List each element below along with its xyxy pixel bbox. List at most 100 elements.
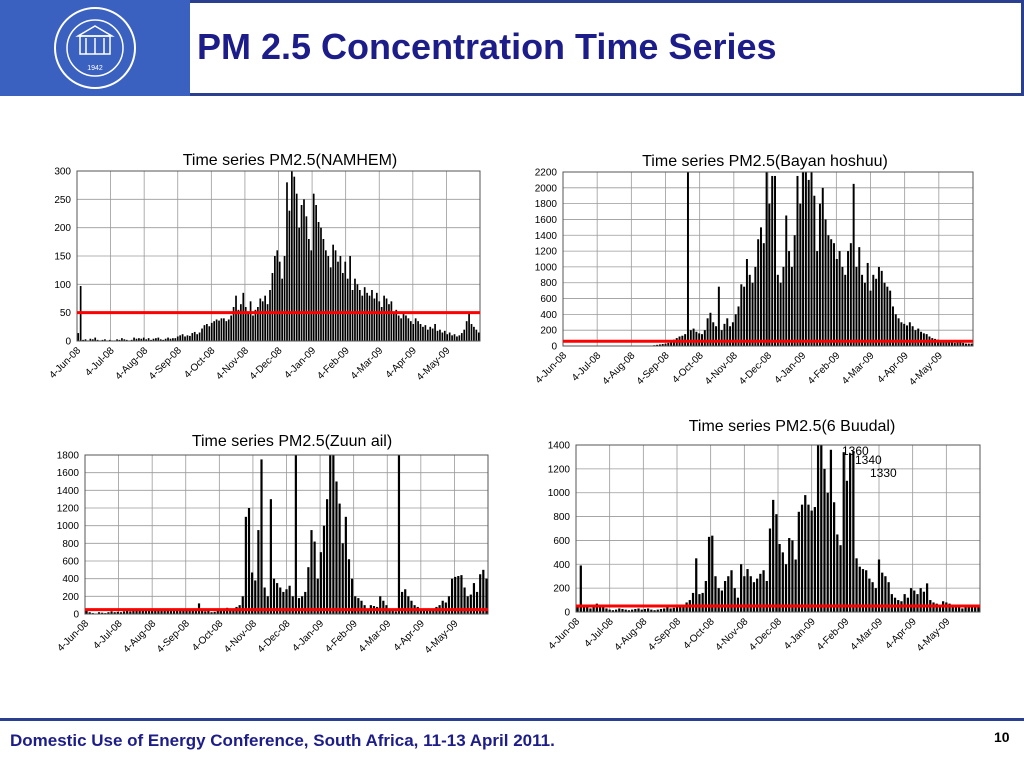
data-bar <box>392 312 395 341</box>
data-bar <box>194 608 197 614</box>
data-bar <box>108 339 111 341</box>
data-bar <box>366 292 368 341</box>
data-bar <box>897 318 900 346</box>
x-tick-label: 4-Sep-08 <box>155 618 192 655</box>
data-bar <box>141 609 144 614</box>
data-bar <box>327 256 330 341</box>
data-bar <box>405 315 407 341</box>
data-bar <box>951 604 954 612</box>
data-bar <box>861 569 865 612</box>
data-bar <box>729 326 732 346</box>
data-bar <box>844 274 847 346</box>
x-tick-label: 4-Aug-08 <box>121 618 158 655</box>
data-bar <box>191 333 194 341</box>
data-bar <box>252 315 254 341</box>
data-bar <box>460 575 463 614</box>
data-bar <box>656 344 659 346</box>
data-bar <box>122 611 126 614</box>
data-bar <box>351 290 354 341</box>
data-bar <box>402 312 405 341</box>
x-tick-label: 4-Mar-09 <box>849 616 886 653</box>
data-bar <box>312 193 315 341</box>
data-bar <box>782 266 785 346</box>
y-tick-label: 200 <box>54 223 71 234</box>
data-bar <box>431 328 434 341</box>
data-bar <box>712 322 715 346</box>
data-bar <box>334 250 337 341</box>
data-bar <box>138 338 140 341</box>
data-bar <box>757 239 760 346</box>
data-bar <box>463 329 466 341</box>
data-bar <box>441 600 444 614</box>
data-bar <box>679 606 682 612</box>
data-bar <box>813 507 816 612</box>
x-tick-label: 4-Jul-08 <box>582 616 616 650</box>
data-bar <box>784 564 788 612</box>
data-bar <box>85 610 88 614</box>
data-bar <box>390 301 393 341</box>
data-bar <box>169 609 173 614</box>
data-bar <box>286 182 288 341</box>
data-bar <box>974 606 977 612</box>
data-bar <box>908 322 911 346</box>
data-bar <box>589 608 592 612</box>
data-bar <box>169 338 172 341</box>
data-bar <box>772 499 775 612</box>
x-tick-label: 4-Sep-08 <box>147 345 184 382</box>
data-bar <box>235 295 237 341</box>
data-bar <box>810 510 813 612</box>
data-bar <box>586 607 589 612</box>
data-bar <box>237 309 240 341</box>
data-bar <box>959 342 962 346</box>
data-bar <box>582 606 586 612</box>
data-bar <box>877 266 880 346</box>
data-bar <box>346 278 349 341</box>
data-bar <box>752 582 756 612</box>
data-bar <box>861 274 864 346</box>
data-bar <box>720 590 724 612</box>
data-bar <box>400 591 404 614</box>
data-bar <box>203 325 206 341</box>
plot-frame <box>76 170 481 342</box>
data-bar <box>130 339 133 341</box>
data-bar <box>640 609 643 612</box>
data-bar <box>266 304 269 341</box>
data-bar <box>293 176 296 341</box>
data-bar <box>759 227 762 346</box>
data-bar <box>283 256 286 341</box>
y-tick-label: 1000 <box>57 521 80 532</box>
data-bar <box>804 172 807 346</box>
data-bar <box>689 330 692 346</box>
data-bar <box>863 282 866 346</box>
data-bar <box>264 295 266 341</box>
data-bar <box>706 318 709 346</box>
data-bar <box>294 455 297 614</box>
y-tick-label: 600 <box>540 294 557 305</box>
data-bar <box>466 596 469 614</box>
footer-text: Domestic Use of Energy Conference, South… <box>10 731 555 750</box>
data-bar <box>155 338 157 341</box>
data-bar <box>272 578 276 614</box>
data-bar <box>368 295 371 341</box>
data-bar <box>608 609 611 612</box>
header-right-edge <box>1021 0 1024 96</box>
data-bar <box>740 564 743 612</box>
data-bar <box>703 330 706 346</box>
x-tick-label: 4-Feb-09 <box>323 618 360 655</box>
data-bar <box>675 607 679 612</box>
data-bar <box>310 250 313 341</box>
data-bar <box>653 610 656 612</box>
data-bar <box>634 609 637 612</box>
data-bar <box>970 604 974 612</box>
data-bar <box>176 608 179 614</box>
data-bar <box>310 530 313 614</box>
plot-frame <box>575 444 981 613</box>
data-bar <box>182 608 185 614</box>
data-bar <box>916 594 919 612</box>
data-bar <box>357 598 360 614</box>
data-bar <box>278 261 281 341</box>
y-tick-label: 200 <box>62 592 79 603</box>
chart-bayan-hoshuu: Time series PM2.5(Bayan hoshuu) 0 200 400 60… <box>533 153 974 388</box>
data-bar <box>213 611 216 614</box>
data-bar <box>740 284 743 346</box>
